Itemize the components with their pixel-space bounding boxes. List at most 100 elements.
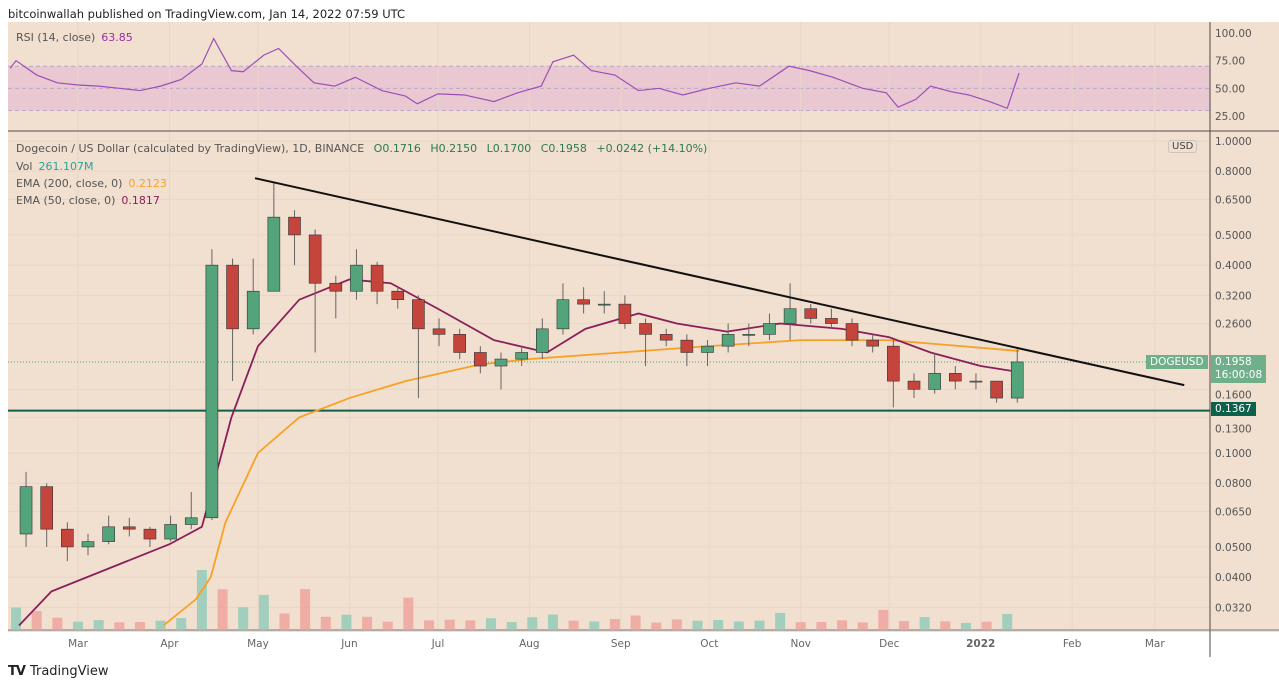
rsi-band (8, 66, 1210, 111)
currency-badge[interactable]: USD (1168, 140, 1198, 153)
candle-body (783, 308, 797, 324)
volume-bar (733, 621, 744, 630)
rsi-value: 63.85 (101, 31, 133, 44)
x-tick-label: Aug (519, 638, 540, 650)
volume-bar (589, 621, 600, 630)
candle-body (556, 299, 570, 330)
y-tick-label: 0.8000 (1215, 166, 1252, 178)
y-tick-label: 0.1300 (1215, 423, 1252, 435)
x-tick-label: Sep (611, 638, 631, 650)
ohlc-low: L0.1700 (486, 142, 532, 155)
candle-body (19, 486, 33, 535)
ema50-label: EMA (50, close, 0) (16, 194, 116, 207)
volume-bar (919, 617, 930, 630)
candle-body (701, 345, 714, 353)
volume-bar (196, 570, 207, 630)
tradingview-logo-icon: TV (8, 664, 26, 679)
volume-bar (506, 622, 517, 630)
y-tick-label: 0.0400 (1215, 572, 1252, 584)
x-tick-label: Mar (68, 638, 88, 650)
volume-bar (630, 615, 641, 630)
ohlc-change: +0.0242 (+14.10%) (596, 142, 708, 155)
volume-bar (651, 622, 662, 630)
candle-body (680, 339, 694, 353)
volume-bar (238, 607, 249, 630)
symbol-title: Dogecoin / US Dollar (calculated by Trad… (16, 142, 365, 155)
x-tick-label: Jun (340, 638, 357, 650)
x-tick-label: Dec (879, 638, 900, 650)
candle-body (61, 528, 74, 548)
rsi-legend: RSI (14, close) 63.85 (16, 31, 139, 44)
volume-bar (341, 614, 352, 630)
candle-body (721, 334, 735, 347)
y-tick-label: 0.0650 (1215, 506, 1252, 518)
descending-trendline (254, 177, 1185, 387)
rsi-line (9, 37, 1020, 110)
ohlc-close: C0.1958 (540, 142, 587, 155)
candle-body (329, 282, 343, 292)
candle-body (308, 234, 322, 284)
rsi-tick-label: 50.00 (1215, 83, 1245, 95)
volume-bar (279, 613, 290, 630)
y-tick-label: 0.2600 (1215, 319, 1252, 331)
volume-bar (527, 617, 538, 630)
x-tick-label: Apr (160, 638, 179, 650)
rsi-tick-label: 25.00 (1215, 111, 1245, 123)
candle-body (742, 334, 756, 336)
candle-body (432, 328, 446, 335)
symbol-tag: DOGEUSD (1146, 355, 1208, 369)
candle-body (618, 303, 632, 324)
publisher-line: bitcoinwallah published on TradingView.c… (8, 7, 406, 21)
candle-body (907, 380, 921, 390)
candle-body (81, 541, 95, 548)
ema200-legend: EMA (200, close, 0) 0.2123 (16, 177, 173, 190)
volume-bar (73, 621, 83, 630)
candle-body (226, 264, 239, 330)
y-tick-label: 0.4000 (1215, 260, 1252, 272)
ema200-value: 0.2123 (128, 177, 167, 190)
candle-body (845, 323, 859, 341)
y-tick-label: 0.6500 (1215, 194, 1252, 206)
candle-body (597, 303, 611, 306)
volume-bar (465, 620, 476, 630)
x-tick-label: Oct (700, 638, 718, 650)
volume-bar (671, 619, 682, 630)
candle-body (494, 358, 508, 367)
volume-bar (52, 617, 63, 630)
candle-body (40, 486, 54, 530)
volume-bar (403, 597, 414, 630)
volume-bar (362, 616, 373, 630)
candle-body (515, 352, 528, 360)
volume-bar (217, 589, 228, 630)
y-tick-label: 0.0320 (1215, 602, 1252, 614)
candle-body (535, 328, 549, 353)
candle-body (474, 352, 487, 367)
rsi-tick-label: 100.00 (1215, 28, 1252, 40)
current-price: 0.1958 (1215, 356, 1252, 368)
volume-bar (981, 621, 992, 630)
candle-body (412, 299, 425, 330)
volume-bar (11, 607, 22, 630)
ema50-value: 0.1817 (121, 194, 160, 207)
ema200-line (162, 339, 1020, 627)
candle-body (370, 264, 384, 292)
volume-bar (940, 621, 951, 630)
volume-bar (486, 618, 496, 630)
candle-body (391, 290, 405, 300)
current-price-tag: 0.1958 16:00:08 (1211, 355, 1267, 383)
volume-bar (424, 620, 435, 630)
x-tick-label: Jul (431, 638, 445, 650)
candle-body (887, 345, 900, 382)
volume-label: Vol (16, 160, 33, 173)
y-tick-label: 0.5000 (1215, 230, 1252, 242)
candle-body (763, 323, 776, 335)
volume-bar (444, 619, 455, 630)
volume-bar (114, 622, 125, 630)
candle-body (969, 380, 983, 383)
y-tick-label: 0.0500 (1215, 542, 1252, 554)
x-tick-label: Nov (791, 638, 812, 650)
y-tick-label: 0.1600 (1215, 389, 1252, 401)
y-tick-label: 0.1000 (1215, 448, 1252, 460)
tradingview-branding[interactable]: TV TradingView (8, 664, 108, 679)
